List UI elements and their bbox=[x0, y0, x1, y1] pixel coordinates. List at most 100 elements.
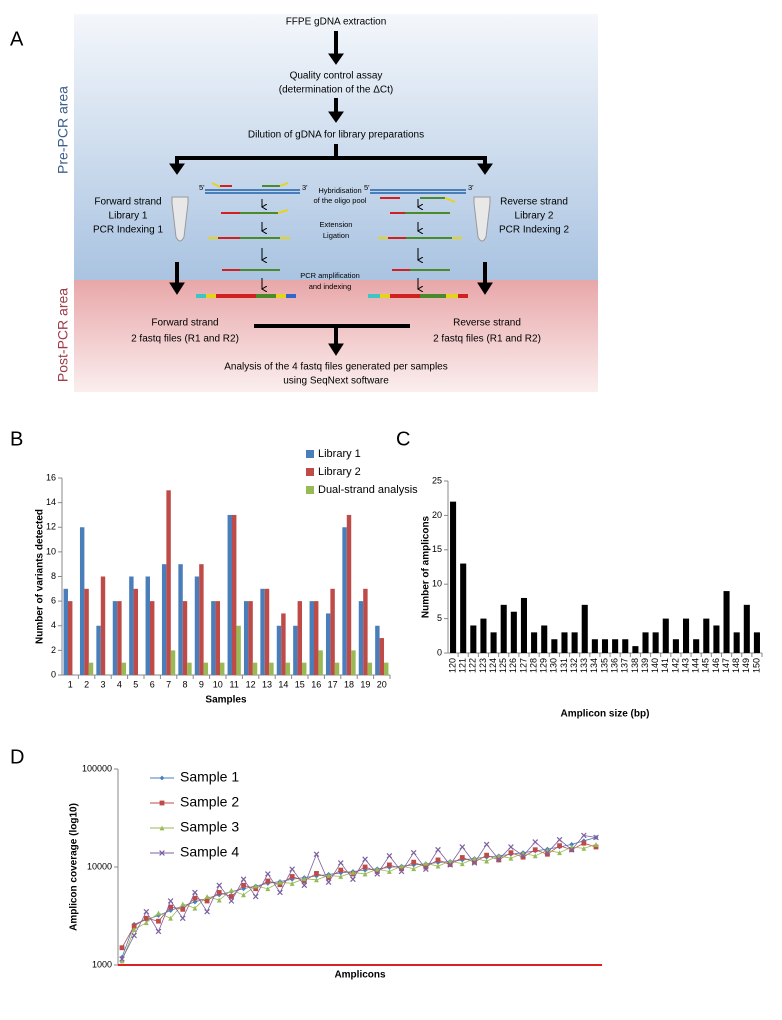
x-tick-label: 14 bbox=[278, 679, 288, 689]
legend-label: Sample 4 bbox=[180, 844, 239, 860]
x-axis-label: Amplicon size (bp) bbox=[561, 709, 650, 720]
point-marker bbox=[386, 862, 392, 868]
x-tick-label: 135 bbox=[599, 658, 609, 673]
point-marker bbox=[204, 908, 210, 915]
y-tick-label: 25 bbox=[432, 475, 442, 485]
y-tick-label: 16 bbox=[46, 472, 56, 482]
x-tick-label: 136 bbox=[610, 658, 620, 673]
point-marker bbox=[289, 874, 295, 879]
point-marker bbox=[459, 844, 466, 850]
bar bbox=[601, 639, 609, 653]
bar bbox=[693, 639, 700, 653]
bar bbox=[117, 601, 122, 675]
x-tick-label: 15 bbox=[295, 679, 305, 689]
point-marker bbox=[593, 834, 599, 841]
x-tick-label: 138 bbox=[630, 658, 640, 673]
point-marker bbox=[532, 853, 538, 859]
point-marker bbox=[362, 871, 368, 877]
x-tick-label: 125 bbox=[498, 658, 508, 673]
x-tick-label: 124 bbox=[488, 658, 498, 673]
area-label: Post-PCR area bbox=[55, 288, 71, 382]
x-tick-label: 8 bbox=[182, 679, 187, 689]
strand-label: Reverse strand bbox=[500, 197, 568, 208]
bar bbox=[149, 601, 155, 675]
x-tick-label: 123 bbox=[478, 658, 488, 673]
point-marker bbox=[289, 881, 295, 886]
bar bbox=[531, 632, 538, 653]
x-tick-label: 17 bbox=[328, 679, 338, 689]
point-marker bbox=[532, 839, 539, 845]
strand-label: PCR Indexing 1 bbox=[93, 225, 163, 236]
x-tick-label: 18 bbox=[344, 679, 354, 689]
bar bbox=[100, 576, 106, 675]
bar bbox=[220, 662, 225, 675]
process-label: of the oligo pool bbox=[314, 196, 367, 205]
x-tick-label: 142 bbox=[670, 658, 680, 673]
bar bbox=[203, 662, 209, 675]
point-marker bbox=[471, 860, 478, 866]
point-marker bbox=[495, 856, 502, 863]
bar bbox=[652, 632, 659, 653]
point-marker bbox=[131, 927, 137, 932]
point-marker bbox=[544, 849, 551, 856]
bar bbox=[227, 514, 232, 675]
bar bbox=[264, 588, 270, 675]
bar bbox=[285, 662, 291, 675]
y-tick-label: 4 bbox=[51, 620, 56, 630]
point-marker bbox=[386, 869, 392, 874]
process-label: Hybridisation bbox=[318, 186, 361, 195]
bar bbox=[260, 588, 265, 675]
bar bbox=[281, 613, 286, 675]
point-marker bbox=[556, 836, 563, 843]
point-marker bbox=[277, 879, 283, 885]
process-label: PCR amplification bbox=[300, 271, 360, 280]
bar bbox=[121, 662, 127, 675]
x-axis-label: Amplicons bbox=[334, 970, 386, 981]
point-marker bbox=[180, 901, 186, 907]
y-tick-label: 10 bbox=[46, 546, 56, 556]
point-marker bbox=[472, 856, 477, 861]
bar bbox=[460, 563, 467, 653]
point-marker bbox=[131, 923, 137, 929]
x-tick-label: 7 bbox=[166, 679, 171, 689]
y-tick-label: 14 bbox=[46, 497, 56, 507]
x-tick-label: 1 bbox=[68, 679, 73, 689]
bar bbox=[713, 625, 720, 653]
bar bbox=[84, 588, 89, 675]
analysis-label: using SeqNext software bbox=[283, 376, 389, 387]
point-marker bbox=[252, 893, 259, 900]
point-marker bbox=[374, 871, 381, 877]
legend-swatch bbox=[306, 468, 314, 476]
bar bbox=[642, 632, 649, 653]
point-marker bbox=[568, 846, 575, 853]
point-marker bbox=[520, 854, 526, 860]
point-marker bbox=[484, 858, 490, 864]
bar bbox=[161, 564, 167, 675]
point-marker bbox=[337, 860, 344, 866]
process-label: and indexing bbox=[309, 282, 352, 291]
bar bbox=[325, 613, 331, 675]
point-marker bbox=[423, 866, 429, 873]
x-tick-label: 6 bbox=[150, 679, 155, 689]
bar bbox=[733, 632, 740, 653]
point-marker bbox=[350, 870, 356, 875]
point-marker bbox=[192, 905, 198, 911]
bar bbox=[520, 597, 528, 653]
prime: 5' bbox=[364, 183, 370, 192]
x-tick-label: 20 bbox=[377, 679, 387, 689]
y-tick-label: 10000 bbox=[87, 861, 112, 871]
x-tick-label: 133 bbox=[579, 658, 589, 673]
point-marker bbox=[581, 845, 587, 851]
step: Dilution of gDNA for library preparation… bbox=[248, 130, 424, 141]
process-label: Extension bbox=[320, 220, 353, 229]
bar bbox=[133, 588, 139, 675]
bar bbox=[703, 618, 710, 653]
point-marker bbox=[459, 861, 465, 867]
flow-arrows bbox=[169, 31, 493, 356]
bar bbox=[358, 601, 364, 675]
point-marker bbox=[435, 860, 441, 865]
y-tick-label: 8 bbox=[51, 571, 56, 581]
legend-label: Sample 3 bbox=[180, 819, 239, 835]
x-tick-label: 132 bbox=[569, 658, 579, 673]
output-label: 2 fastq files (R1 and R2) bbox=[131, 334, 239, 345]
